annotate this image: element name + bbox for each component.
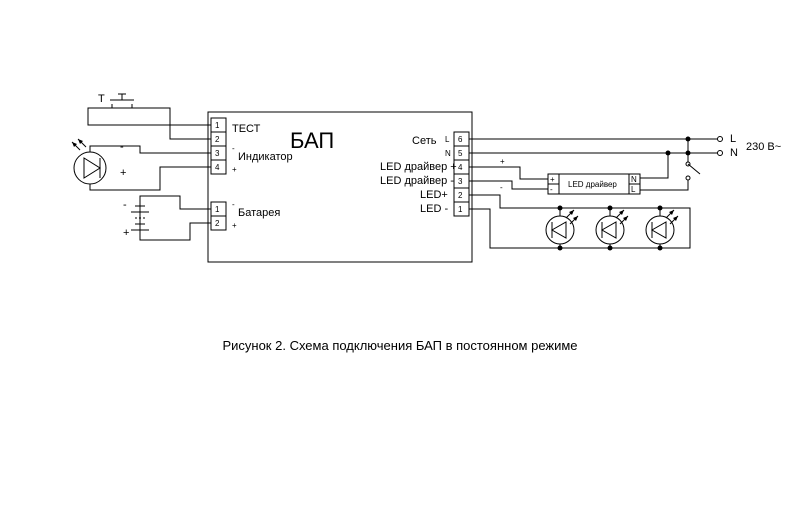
net-L: L	[445, 135, 450, 144]
mains-L: L	[730, 133, 736, 145]
drv-out-minus: -	[550, 185, 553, 194]
indicator-wire-minus: -	[120, 141, 124, 153]
bap-title: БАП	[290, 128, 334, 153]
right-term-5: 5	[458, 149, 463, 158]
bat-term-1: 1	[215, 205, 220, 214]
led-plus-label: LED+	[420, 189, 448, 201]
drv-minus-label: LED драйвер -	[380, 175, 454, 187]
drv-N: N	[631, 175, 637, 184]
battery-wire-plus: +	[123, 227, 129, 239]
net-label: Сеть	[412, 135, 437, 147]
right-term-4: 4	[458, 163, 463, 172]
led-minus-label: LED -	[420, 203, 448, 215]
test-label: ТЕСТ	[232, 123, 261, 135]
led-chain	[546, 206, 678, 251]
test-T: Т	[98, 93, 105, 105]
right-term-3: 3	[458, 177, 463, 186]
right-term-1: 1	[458, 205, 463, 214]
left-term-1: 1	[215, 121, 220, 130]
battery-icon	[131, 200, 149, 236]
wire-drv-minus: -	[500, 183, 503, 192]
drv-L: L	[631, 185, 636, 194]
indicator-label: Индикатор	[238, 151, 293, 163]
battery-terminals: 1 2	[211, 202, 226, 230]
led-driver-label: LED драйвер	[568, 180, 617, 189]
test-button-icon	[110, 94, 134, 108]
battery-label: Батарея	[238, 207, 280, 219]
wiring-diagram: БАП 1 2 3 4 ТЕСТ - Индикатор + 1 2 - Бат…	[0, 0, 800, 523]
drv-out-plus: +	[550, 175, 555, 184]
left-term-4: 4	[215, 163, 220, 172]
indicator-wire-plus: +	[120, 167, 126, 179]
drv-plus-label: LED драйвер +	[380, 161, 457, 173]
left-term-2: 2	[215, 135, 220, 144]
battery-wire-minus: -	[123, 199, 127, 211]
left-term-3: 3	[215, 149, 220, 158]
right-term-2: 2	[458, 191, 463, 200]
mains-V: 230 В~	[746, 141, 781, 153]
battery-minus: -	[232, 200, 235, 209]
wire-drv-plus: +	[500, 157, 505, 166]
indicator-plus: +	[232, 165, 237, 174]
right-term-6: 6	[458, 135, 463, 144]
net-N: N	[445, 149, 451, 158]
battery-plus: +	[232, 221, 237, 230]
mains-switch-icon	[640, 139, 700, 190]
left-terminals: 1 2 3 4	[211, 118, 226, 174]
mains-N: N	[730, 147, 738, 159]
bat-term-2: 2	[215, 219, 220, 228]
figure-caption: Рисунок 2. Схема подключения БАП в посто…	[222, 338, 577, 353]
right-terminals: 6 5 4 3 2 1	[454, 132, 469, 216]
indicator-minus: -	[232, 144, 235, 153]
